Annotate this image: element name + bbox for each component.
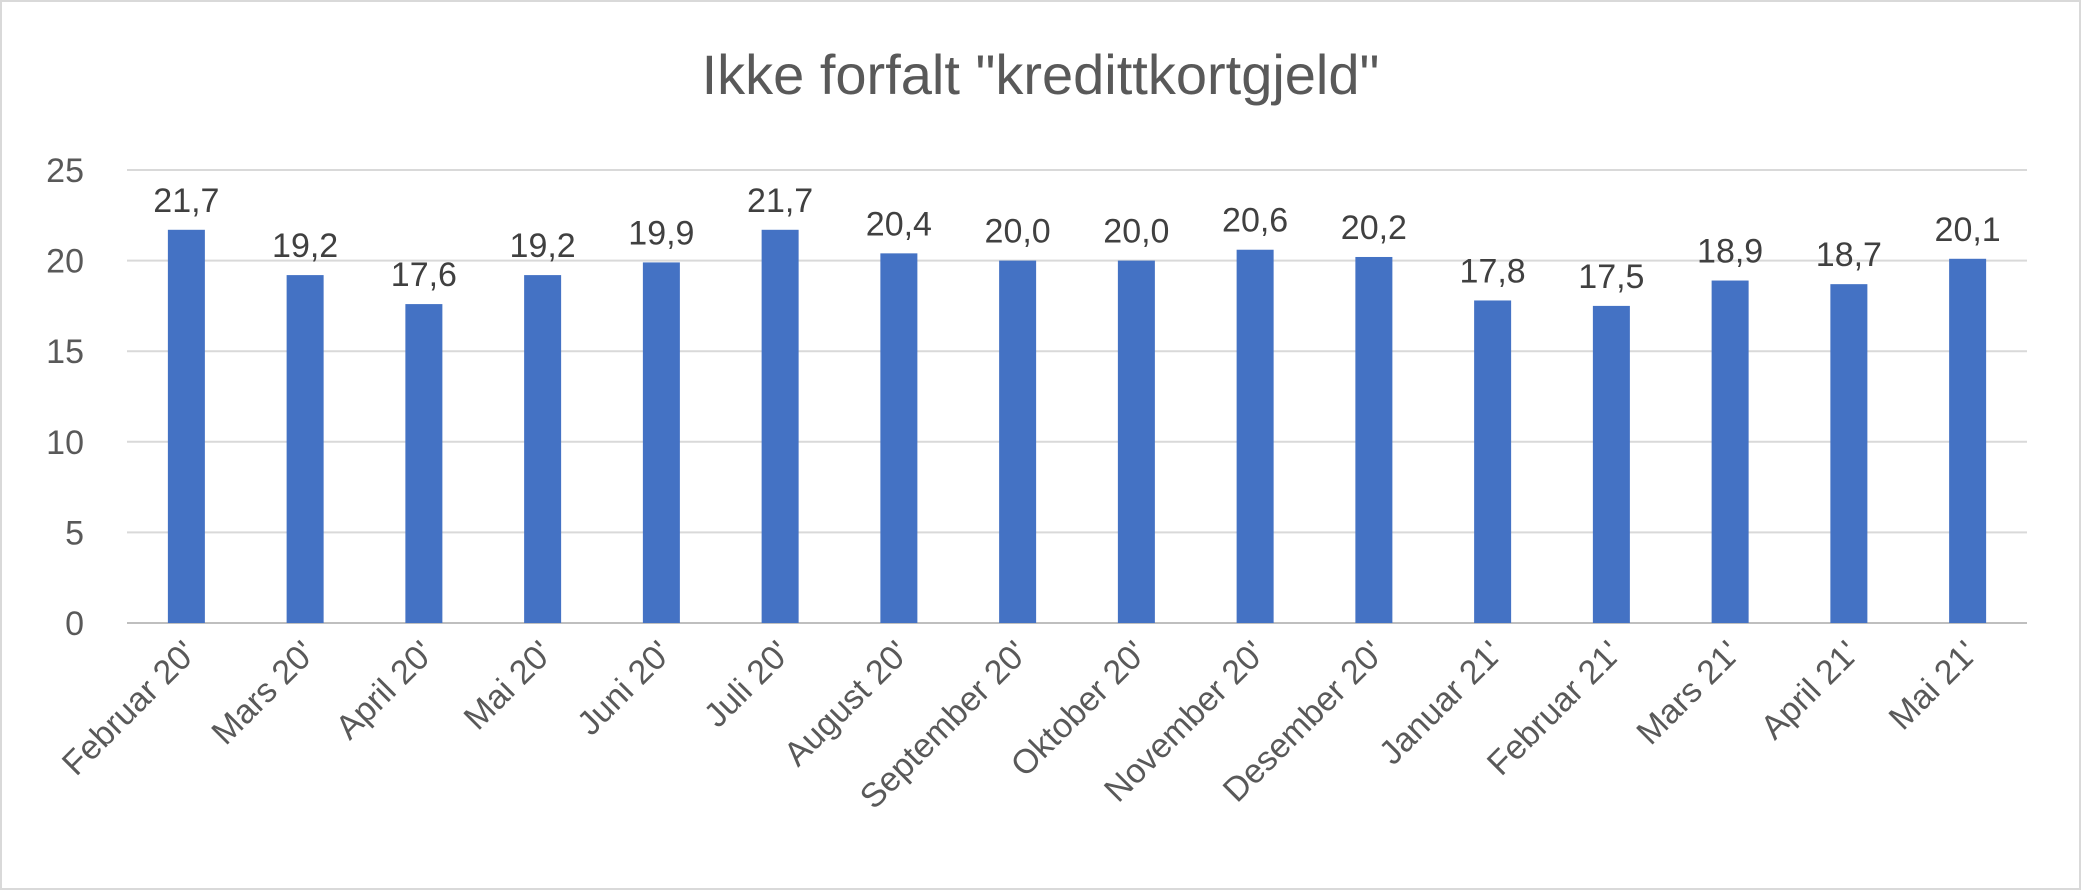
data-label: 19,2 — [272, 227, 338, 265]
y-tick-label: 15 — [46, 333, 84, 371]
data-label: 20,2 — [1341, 209, 1407, 247]
data-label: 20,6 — [1222, 202, 1288, 240]
bar — [1830, 284, 1868, 623]
data-label: 17,8 — [1460, 252, 1526, 290]
x-category-label: Juni 20' — [570, 634, 679, 743]
bars — [167, 229, 1987, 624]
data-label: 20,4 — [866, 205, 932, 243]
y-tick-label: 20 — [46, 243, 84, 281]
bar — [167, 229, 205, 623]
x-category-label: Mai 21' — [1882, 634, 1986, 738]
bar — [405, 304, 443, 623]
data-labels: 21,7 19,2 17,6 19,2 19,9 21,7 20,4 20,0 20,0 20,6… — [153, 182, 2000, 296]
gridlines — [127, 169, 2027, 624]
bar — [1711, 280, 1749, 623]
data-label: 19,2 — [510, 227, 576, 265]
bar — [1355, 256, 1393, 623]
data-label: 17,6 — [391, 256, 457, 294]
y-tick-label: 25 — [46, 152, 84, 190]
x-axis-categories: Februar 20' Mars 20' April 20' Mai 20' Juni … — [55, 634, 1985, 816]
x-category-label: Juli 20' — [697, 634, 798, 735]
bar — [999, 260, 1037, 623]
bar — [1117, 260, 1155, 623]
x-category-label: Mai 20' — [457, 634, 561, 738]
x-category-label: April 20' — [329, 634, 442, 747]
bar — [761, 229, 799, 623]
data-label: 17,5 — [1578, 258, 1644, 296]
x-category-label: Mars 20' — [204, 634, 322, 752]
chart-title: Ikke forfalt "kredittkortgjeld" — [701, 43, 1380, 106]
x-category-label: April 21' — [1754, 634, 1867, 747]
data-label: 18,9 — [1697, 233, 1763, 271]
data-label: 21,7 — [747, 182, 813, 220]
y-tick-label: 0 — [65, 605, 84, 643]
bar — [1236, 249, 1274, 623]
data-label: 19,9 — [628, 214, 694, 252]
bar — [286, 275, 324, 623]
y-tick-label: 5 — [65, 514, 84, 552]
x-category-label: Februar 20' — [55, 634, 204, 783]
bar — [1474, 300, 1512, 623]
bar — [1592, 305, 1630, 623]
bar — [1949, 258, 1987, 623]
data-label: 20,1 — [1935, 211, 2001, 249]
bar — [524, 275, 562, 623]
bar — [642, 262, 680, 623]
x-category-label: Mars 21' — [1629, 634, 1747, 752]
data-label: 18,7 — [1816, 236, 1882, 274]
y-axis-ticks: 0 5 10 15 20 25 — [46, 152, 84, 643]
data-label: 20,0 — [985, 213, 1051, 251]
data-label: 21,7 — [153, 182, 219, 220]
bar — [880, 253, 918, 624]
y-tick-label: 10 — [46, 424, 84, 462]
data-label: 20,0 — [1103, 213, 1169, 251]
